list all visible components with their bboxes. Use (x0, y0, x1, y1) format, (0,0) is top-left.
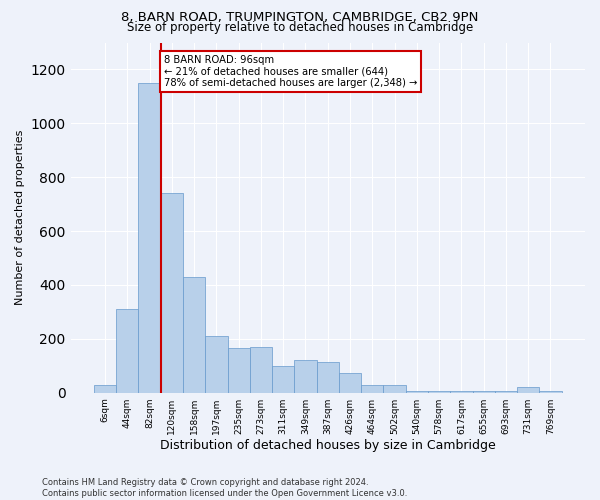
Bar (116, 309, 139, 392)
X-axis label: Distribution of detached houses by size in Cambridge: Distribution of detached houses by size … (160, 440, 496, 452)
Bar (250, 347, 272, 393)
Bar (139, 83, 161, 392)
Bar (383, 384, 406, 392)
Bar (295, 360, 317, 392)
Bar (361, 384, 383, 392)
Bar (227, 348, 250, 393)
Text: 8 BARN ROAD: 96sqm
← 21% of detached houses are smaller (644)
78% of semi-detach: 8 BARN ROAD: 96sqm ← 21% of detached hou… (164, 54, 418, 88)
Text: Size of property relative to detached houses in Cambridge: Size of property relative to detached ho… (127, 22, 473, 35)
Bar (161, 194, 183, 392)
Bar (183, 277, 205, 392)
Bar (317, 362, 339, 392)
Bar (339, 372, 361, 392)
Text: Contains HM Land Registry data © Crown copyright and database right 2024.
Contai: Contains HM Land Registry data © Crown c… (42, 478, 407, 498)
Y-axis label: Number of detached properties: Number of detached properties (15, 130, 25, 306)
Text: 8, BARN ROAD, TRUMPINGTON, CAMBRIDGE, CB2 9PN: 8, BARN ROAD, TRUMPINGTON, CAMBRIDGE, CB… (121, 12, 479, 24)
Bar (94, 384, 116, 392)
Bar (272, 366, 295, 392)
Bar (517, 388, 539, 392)
Bar (205, 336, 227, 392)
